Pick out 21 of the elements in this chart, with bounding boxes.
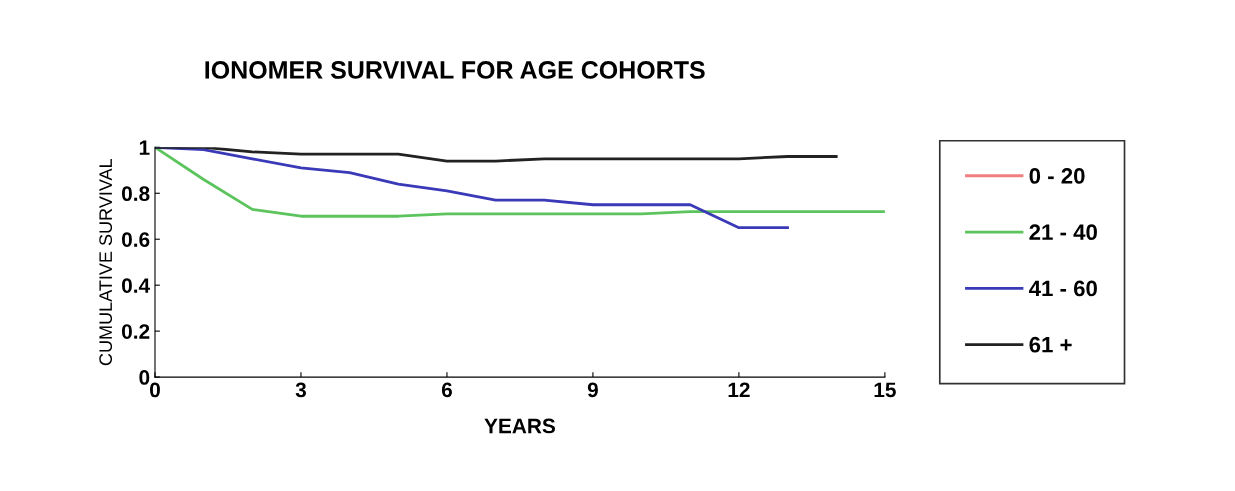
legend-label: 0 - 20: [1029, 168, 1085, 184]
x-axis-title: YEARS: [484, 418, 556, 434]
y-tick-label: 0.6: [122, 232, 150, 247]
y-tick-label: 0.2: [122, 324, 150, 339]
y-tick-label: 0.4: [122, 278, 151, 293]
x-tick-label: 12: [728, 382, 750, 398]
x-tick-label: 15: [874, 382, 896, 398]
x-tick-label: 3: [295, 382, 307, 398]
legend-label: 41 - 60: [1029, 280, 1097, 297]
legend-label: 21 - 40: [1029, 224, 1097, 241]
chart-title: IONOMER SURVIVAL FOR AGE COHORTS: [205, 61, 705, 79]
x-tick-label: 0: [150, 382, 160, 398]
y-axis-title: CUMULATIVE SURVIVAL: [99, 158, 113, 366]
y-tick-label: 0: [139, 370, 150, 385]
x-tick-label: 9: [587, 382, 598, 398]
y-tick-label: 0.8: [122, 186, 150, 202]
x-tick-label: 6: [441, 382, 452, 398]
line-series: [154, 147, 885, 218]
legend-label: 61 +: [1029, 336, 1072, 353]
line-series: [154, 147, 838, 163]
y-tick-label: 1: [139, 140, 150, 155]
